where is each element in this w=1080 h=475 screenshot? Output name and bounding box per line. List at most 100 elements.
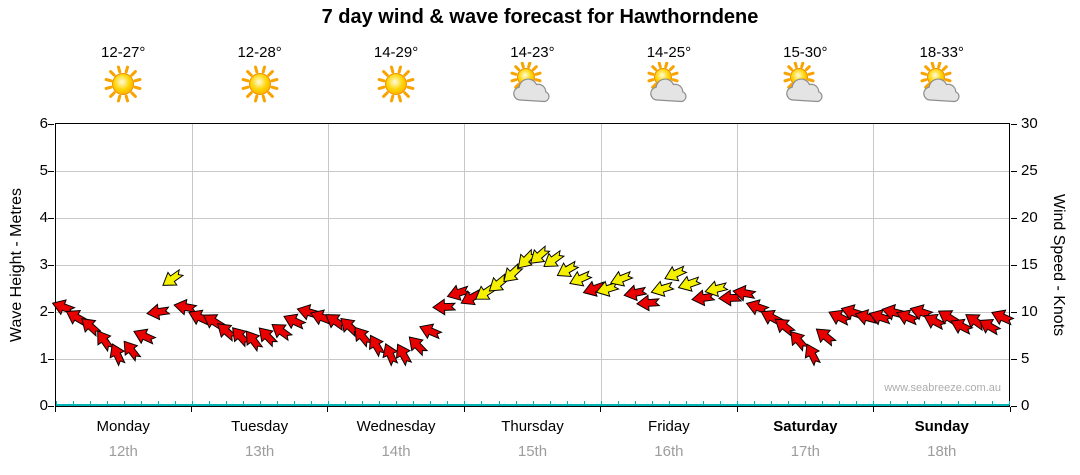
- wind-arrow: [113, 331, 149, 367]
- wind-arrow: [467, 275, 503, 311]
- day-temps: 14-25°: [646, 44, 692, 61]
- day-date: 17th: [790, 443, 820, 460]
- wind-arrow: [249, 317, 286, 354]
- plot-area: www.seabreeze.com.au: [51, 123, 1015, 407]
- right-axis-tick: [1011, 170, 1017, 172]
- wave-height-marker: [294, 401, 296, 405]
- day-temps: 14-29°: [373, 44, 419, 61]
- wind-arrow: [127, 318, 162, 353]
- wind-arrow: [480, 266, 517, 303]
- wave-height-marker: [175, 401, 177, 405]
- left-axis-tick: [48, 170, 54, 172]
- wind-arrow: [170, 292, 200, 322]
- partly-cloudy-icon: [464, 62, 600, 110]
- wave-height-marker: [804, 401, 806, 405]
- day-name: Sunday: [914, 418, 969, 435]
- wave-height-marker: [583, 401, 585, 405]
- wave-height-marker: [634, 401, 636, 405]
- wave-height-marker: [158, 401, 160, 405]
- wave-height-marker: [889, 401, 891, 405]
- left-axis-tick-label: 5: [39, 162, 48, 179]
- day-date: 15th: [517, 443, 548, 460]
- wave-height-marker: [549, 401, 551, 405]
- wave-height-line: [56, 404, 1009, 406]
- wind-arrow: [262, 313, 298, 349]
- weather-icons-row: [55, 62, 1010, 110]
- day-name: Monday: [96, 418, 150, 435]
- wave-height-marker: [447, 401, 449, 405]
- wind-arrow: [688, 283, 717, 312]
- wind-arrow: [507, 242, 544, 279]
- wave-height-marker: [226, 401, 228, 405]
- wind-arrow: [195, 303, 231, 339]
- wind-arrow: [619, 278, 650, 309]
- bottom-axis-tick: [327, 407, 329, 412]
- left-axis-tick-label: 4: [39, 209, 48, 226]
- wave-height-marker: [923, 401, 925, 405]
- wind-arrow: [728, 278, 758, 308]
- right-axis-tick: [1011, 405, 1017, 407]
- wind-arrow: [753, 299, 788, 334]
- right-axis-tick: [1011, 217, 1017, 219]
- wave-height-marker: [992, 401, 993, 405]
- left-axis-tick-label: 0: [39, 397, 48, 414]
- wind-arrow: [208, 312, 245, 349]
- day-name: Friday: [648, 418, 690, 435]
- right-axis-tick-label: 10: [1021, 303, 1038, 320]
- wave-height-marker: [498, 401, 500, 405]
- day-temps: 18-33°: [919, 44, 964, 61]
- wave-height-marker: [753, 401, 755, 405]
- day-date: 13th: [245, 443, 275, 460]
- day-temps: 15-30°: [783, 44, 828, 61]
- wind-arrow: [944, 309, 979, 344]
- wave-height-marker: [209, 401, 211, 405]
- right-axis-tick-label: 30: [1021, 115, 1038, 132]
- wind-arrow: [344, 317, 381, 354]
- right-axis-tick: [1011, 311, 1017, 313]
- wave-height-marker: [975, 401, 976, 405]
- day-name: Thursday: [501, 418, 564, 435]
- bottom-axis-tick: [736, 407, 738, 412]
- wave-height-marker: [413, 401, 415, 405]
- horizontal-gridline: [56, 265, 1009, 266]
- wind-arrow: [807, 317, 844, 354]
- left-axis-tick-label: 1: [39, 350, 48, 367]
- wave-height-marker: [532, 401, 534, 405]
- wave-height-marker: [770, 401, 772, 405]
- watermark: www.seabreeze.com.au: [884, 382, 1001, 394]
- left-axis-tick: [48, 358, 54, 360]
- wind-arrow: [454, 280, 489, 315]
- wind-arrow: [385, 337, 420, 372]
- day-dates-row: 12th 13th 14th 15th 16th 17th 18th: [55, 443, 1010, 460]
- right-axis-tick-label: 0: [1021, 397, 1030, 414]
- wind-arrow: [716, 284, 743, 311]
- wave-height-marker: [464, 401, 466, 405]
- left-axis-tick-label: 6: [39, 115, 48, 132]
- wave-height-marker: [345, 401, 347, 405]
- left-axis-tick: [48, 264, 54, 266]
- wave-height-marker: [56, 401, 57, 405]
- partly-cloudy-icon: [601, 62, 737, 110]
- wave-height-marker: [719, 401, 721, 405]
- wave-height-marker: [957, 401, 959, 405]
- wind-arrow: [563, 262, 597, 296]
- wave-height-marker: [328, 401, 330, 405]
- wind-arrow: [863, 300, 896, 333]
- day-temps: 14-23°: [510, 44, 555, 61]
- wind-arrow: [850, 301, 882, 333]
- wind-arrow: [741, 291, 774, 324]
- right-axis-tick: [1011, 358, 1017, 360]
- wind-arrow: [413, 314, 447, 348]
- wave-height-marker: [940, 401, 942, 405]
- day-date: 12th: [108, 443, 138, 460]
- wave-height-marker: [379, 401, 381, 405]
- wind-arrow: [398, 327, 435, 364]
- wave-height-marker: [515, 401, 517, 405]
- wave-height-marker: [617, 401, 619, 405]
- left-axis-tick-label: 2: [39, 303, 48, 320]
- wind-arrow: [821, 299, 856, 334]
- wind-arrow: [494, 256, 531, 293]
- wind-arrow: [930, 299, 966, 335]
- wave-height-marker: [906, 401, 908, 405]
- wind-arrow: [235, 322, 271, 358]
